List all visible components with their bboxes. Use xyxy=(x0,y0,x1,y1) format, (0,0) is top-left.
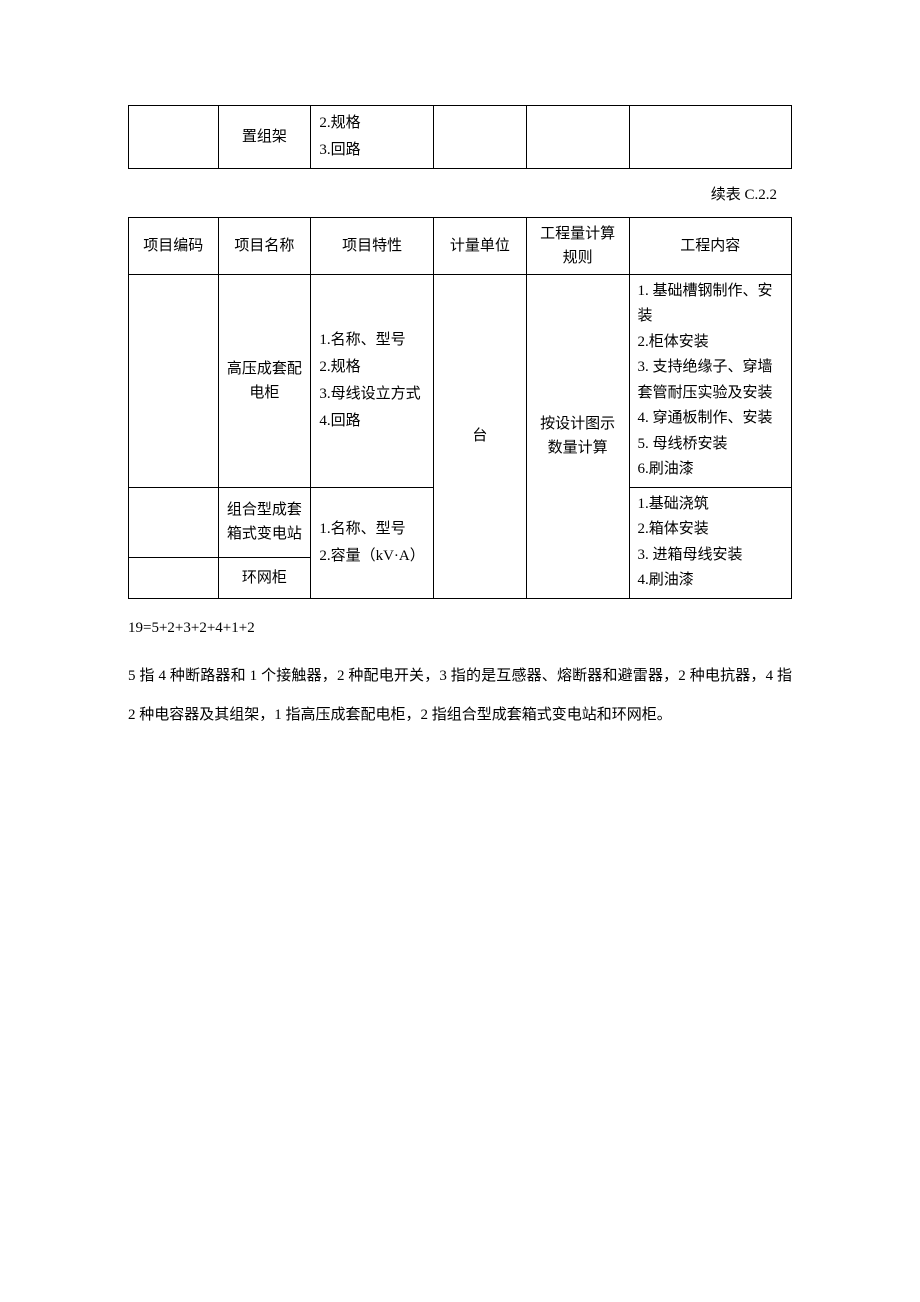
cell-content: 1. 基础槽钢制作、安装 2.柜体安装 3. 支持绝缘子、穿墙套管耐压实验及安装… xyxy=(629,274,791,487)
cell-code xyxy=(129,487,219,557)
cell-unit: 台 xyxy=(433,274,526,598)
cell-name: 高压成套配电柜 xyxy=(218,274,311,487)
cell-features: 1.名称、型号 2.容量（kV·A） xyxy=(311,487,434,598)
cell-content xyxy=(629,106,791,169)
header-content: 工程内容 xyxy=(629,217,791,274)
cell-code xyxy=(129,557,219,598)
header-rule: 工程量计算规则 xyxy=(526,217,629,274)
cell-rule: 按设计图示数量计算 xyxy=(526,274,629,598)
cell-name: 组合型成套箱式变电站 xyxy=(218,487,311,557)
cell-code xyxy=(129,106,219,169)
explanation-text: 5 指 4 种断路器和 1 个接触器，2 种配电开关，3 指的是互感器、熔断器和… xyxy=(128,657,792,735)
cell-name: 环网柜 xyxy=(218,557,311,598)
header-features: 项目特性 xyxy=(311,217,434,274)
cell-features: 1.名称、型号 2.规格 3.母线设立方式 4.回路 xyxy=(311,274,434,487)
table-row: 置组架 2.规格 3.回路 xyxy=(129,106,792,169)
cell-features: 2.规格 3.回路 xyxy=(311,106,434,169)
main-table: 项目编码 项目名称 项目特性 计量单位 工程量计算规则 工程内容 高压成套配电柜… xyxy=(128,217,792,599)
cell-name: 置组架 xyxy=(218,106,311,169)
formula-note: 19=5+2+3+2+4+1+2 xyxy=(128,617,792,640)
fragment-table: 置组架 2.规格 3.回路 xyxy=(128,105,792,169)
table-header-row: 项目编码 项目名称 项目特性 计量单位 工程量计算规则 工程内容 xyxy=(129,217,792,274)
header-unit: 计量单位 xyxy=(433,217,526,274)
cell-content: 1.基础浇筑 2.箱体安装 3. 进箱母线安装 4.刷油漆 xyxy=(629,487,791,598)
cell-code xyxy=(129,274,219,487)
table-row: 高压成套配电柜 1.名称、型号 2.规格 3.母线设立方式 4.回路 台 按设计… xyxy=(129,274,792,487)
cell-unit xyxy=(433,106,526,169)
table-caption: 续表 C.2.2 xyxy=(128,184,792,207)
header-name: 项目名称 xyxy=(218,217,311,274)
cell-rule xyxy=(526,106,629,169)
header-code: 项目编码 xyxy=(129,217,219,274)
